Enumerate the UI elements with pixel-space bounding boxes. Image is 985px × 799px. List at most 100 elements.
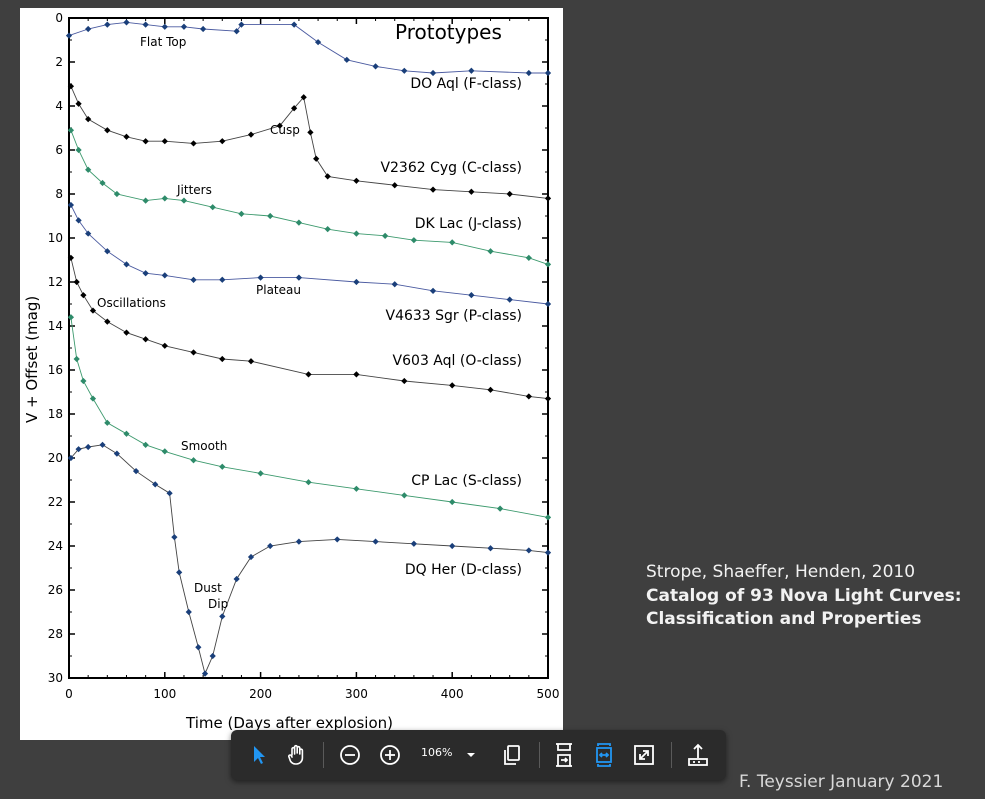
data-point: [185, 608, 192, 616]
select-tool-button[interactable]: [247, 742, 271, 768]
data-point: [247, 131, 255, 138]
y-tick-label: 14: [48, 319, 63, 333]
data-point: [113, 190, 121, 198]
data-point: [104, 127, 111, 134]
data-point: [209, 652, 216, 660]
y-tick-label: 28: [48, 627, 63, 641]
toolbar-divider: [671, 742, 672, 768]
data-point: [190, 140, 197, 147]
data-point: [313, 155, 320, 162]
citation-title-line1: Catalog of 93 Nova Light Curves:: [646, 586, 962, 606]
data-point: [142, 197, 149, 204]
data-point: [180, 197, 188, 204]
data-point: [334, 536, 341, 543]
data-point: [401, 67, 408, 74]
data-point: [200, 25, 207, 33]
chevron-down-icon: [467, 753, 475, 757]
toolbar-divider: [323, 742, 324, 768]
y-tick-label: 12: [48, 275, 63, 289]
data-point: [429, 186, 437, 193]
annotation-dip: Dip: [208, 597, 228, 611]
data-point: [123, 430, 130, 437]
data-point: [89, 395, 97, 402]
fit-page-button[interactable]: [551, 742, 577, 768]
series-label: DK Lac (J-class): [415, 216, 522, 232]
data-point: [161, 272, 168, 279]
data-point: [247, 358, 255, 365]
data-point: [449, 498, 456, 506]
data-point: [104, 419, 111, 426]
share-button[interactable]: [685, 742, 711, 768]
data-point: [75, 100, 82, 107]
author-credit: F. Teyssier January 2021: [739, 772, 944, 792]
data-point: [429, 287, 437, 294]
fit-width-icon: [596, 743, 612, 767]
y-tick-label: 4: [55, 99, 63, 113]
data-point: [353, 371, 360, 378]
y-tick-label: 22: [48, 495, 63, 509]
fullscreen-button[interactable]: [631, 742, 657, 768]
zoom-in-icon: [380, 745, 400, 765]
light-curve-figure: 0 2 4 6 8 10 12 14 16 18 20 22 24 26 28 30 0 100 200 300 400…: [20, 8, 563, 740]
zoom-out-button[interactable]: [337, 742, 363, 768]
data-point: [525, 254, 532, 261]
data-point: [123, 133, 130, 140]
data-point: [209, 204, 216, 211]
x-tick-label: 200: [249, 687, 272, 701]
data-point: [233, 575, 240, 583]
data-point: [343, 56, 350, 63]
annotation-flat-top: Flat Top: [140, 35, 186, 49]
y-tick-label: 8: [55, 187, 63, 201]
copy-button[interactable]: [499, 742, 525, 768]
data-point: [75, 217, 82, 224]
data-point: [176, 569, 183, 576]
series-label: DQ Her (D-class): [405, 562, 522, 578]
zoom-in-button[interactable]: [377, 742, 403, 768]
data-point: [85, 230, 92, 237]
data-point: [80, 292, 87, 299]
data-point: [180, 23, 188, 30]
data-point: [161, 138, 168, 145]
data-point: [104, 318, 111, 325]
data-point: [267, 542, 274, 550]
data-point: [104, 248, 111, 255]
data-point: [73, 278, 80, 286]
data-point: [219, 138, 226, 145]
y-tick-label: 30: [48, 671, 63, 685]
data-point: [123, 261, 130, 268]
hand-tool-button[interactable]: [283, 742, 311, 768]
data-point: [161, 195, 168, 202]
data-point: [161, 23, 168, 30]
data-point: [487, 386, 494, 393]
data-point: [487, 248, 494, 255]
data-point: [372, 538, 379, 545]
data-point: [391, 182, 398, 189]
citation-title-line2: Classification and Properties: [646, 609, 922, 629]
data-point: [166, 490, 173, 497]
data-point: [525, 547, 532, 554]
data-point: [544, 69, 552, 77]
data-point: [544, 195, 552, 202]
data-point: [85, 116, 92, 123]
data-point: [142, 21, 149, 28]
zoom-dropdown-button[interactable]: [463, 742, 479, 768]
annotation-cusp: Cusp: [270, 123, 300, 137]
annotation-plateau: Plateau: [256, 283, 301, 297]
data-point: [468, 67, 475, 74]
chart-title: Prototypes: [395, 20, 502, 44]
data-point: [89, 307, 97, 314]
data-point: [544, 514, 552, 521]
zoom-level[interactable]: 106%: [421, 746, 453, 759]
citation-authors: Strope, Shaeffer, Henden, 2010: [646, 562, 916, 582]
data-point: [525, 393, 532, 400]
fit-width-button[interactable]: [591, 742, 617, 768]
data-point: [195, 644, 202, 651]
data-point: [219, 276, 226, 283]
series-label: V4633 Sgr (P-class): [386, 308, 523, 324]
data-point: [99, 441, 106, 448]
y-tick-label: 18: [48, 407, 63, 421]
data-point: [401, 492, 408, 499]
data-point: [468, 188, 475, 195]
data-point: [410, 237, 417, 244]
data-point: [353, 177, 360, 184]
